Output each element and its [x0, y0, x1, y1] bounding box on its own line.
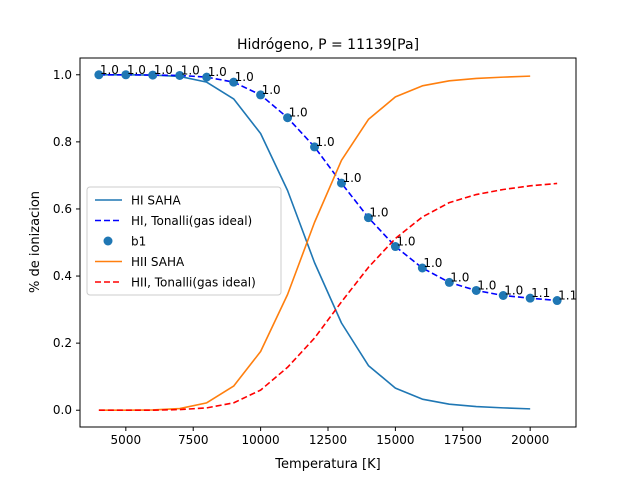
legend-entry-label: b1: [131, 235, 146, 249]
scatter-point: [94, 70, 104, 80]
scatter-point: [336, 178, 346, 188]
legend-entry-label: HI, Tonalli(gas ideal): [131, 214, 252, 228]
x-tick-label: 7500: [178, 433, 209, 447]
legend-box: [86, 186, 282, 296]
data-label: 1.0: [235, 70, 254, 84]
x-tick-label: 20000: [511, 433, 549, 447]
y-axis-label: % de ionizacion: [28, 191, 43, 293]
data-label: 1.0: [450, 270, 469, 284]
data-label: 1.1: [531, 286, 550, 300]
scatter-point: [175, 70, 185, 80]
scatter-point: [256, 90, 266, 100]
scatter-point: [417, 263, 427, 273]
legend-entry-label: HII, Tonalli(gas ideal): [131, 276, 256, 290]
data-label: 1.0: [127, 63, 146, 77]
data-label: 1.0: [154, 63, 173, 77]
data-label: 1.0: [342, 171, 361, 185]
data-label: 1.1: [558, 289, 577, 303]
legend-entry-label: HI SAHA: [131, 194, 181, 208]
y-tick-label: 0.8: [53, 135, 72, 149]
x-tick-label: 17500: [444, 433, 482, 447]
y-tick-label: 1.0: [53, 68, 72, 82]
x-tick-label: 10000: [242, 433, 280, 447]
x-tick-label: 15000: [376, 433, 414, 447]
scatter-point: [121, 70, 131, 80]
y-tick-label: 0.4: [53, 269, 72, 283]
data-label: 1.0: [316, 135, 335, 149]
series-line-3: [98, 75, 531, 412]
legend-entry-label: HII SAHA: [131, 255, 185, 269]
scatter-point: [552, 296, 562, 306]
series-line-0: [98, 73, 531, 410]
x-tick-label: 12500: [309, 433, 347, 447]
scatter-point: [148, 70, 158, 80]
scatter-point: [283, 113, 293, 123]
scatter-point: [471, 285, 481, 295]
data-label: 1.0: [100, 63, 119, 77]
data-label: 1.0: [262, 83, 281, 97]
scatter-point: [310, 142, 320, 152]
data-label: 1.0: [396, 235, 415, 249]
scatter-point: [363, 213, 373, 223]
y-tick-label: 0.6: [53, 202, 72, 216]
scatter-point: [229, 77, 239, 87]
x-axis-label: Temperatura [K]: [274, 457, 380, 472]
scatter-point: [444, 277, 454, 287]
data-label: 1.0: [504, 284, 523, 298]
y-tick-label: 0.0: [53, 403, 72, 417]
series-line-4: [98, 182, 558, 412]
data-label: 1.0: [181, 63, 200, 77]
data-label: 1.0: [289, 106, 308, 120]
legend: HI SAHA HI, Tonalli(gas ideal) b1 HII SAHA H…: [86, 186, 282, 296]
scatter-point: [390, 242, 400, 252]
scatter-point: [525, 293, 535, 303]
chart-title: Hidrógeno, P = 11139[Pa]: [237, 37, 419, 53]
legend-swatch-marker: [103, 236, 113, 246]
axis-ticks: 5000 7500 10000 12500 15000 17500 20000 0.0 0.2 0…: [53, 68, 549, 447]
data-label: 1.0: [208, 65, 227, 79]
data-label: 1.0: [477, 278, 496, 292]
data-label: 1.0: [423, 256, 442, 270]
scatter-point: [498, 291, 508, 301]
y-tick-label: 0.2: [53, 336, 72, 350]
x-tick-label: 5000: [111, 433, 142, 447]
scatter-point: [202, 72, 212, 82]
plot-area: 1.0 1.0 1.0 1.0 1.0 1.0 1.0 1.0 1.0 1.0 1.0 1.0 1.0 1…: [94, 63, 577, 412]
data-label: 1.0: [369, 206, 388, 220]
